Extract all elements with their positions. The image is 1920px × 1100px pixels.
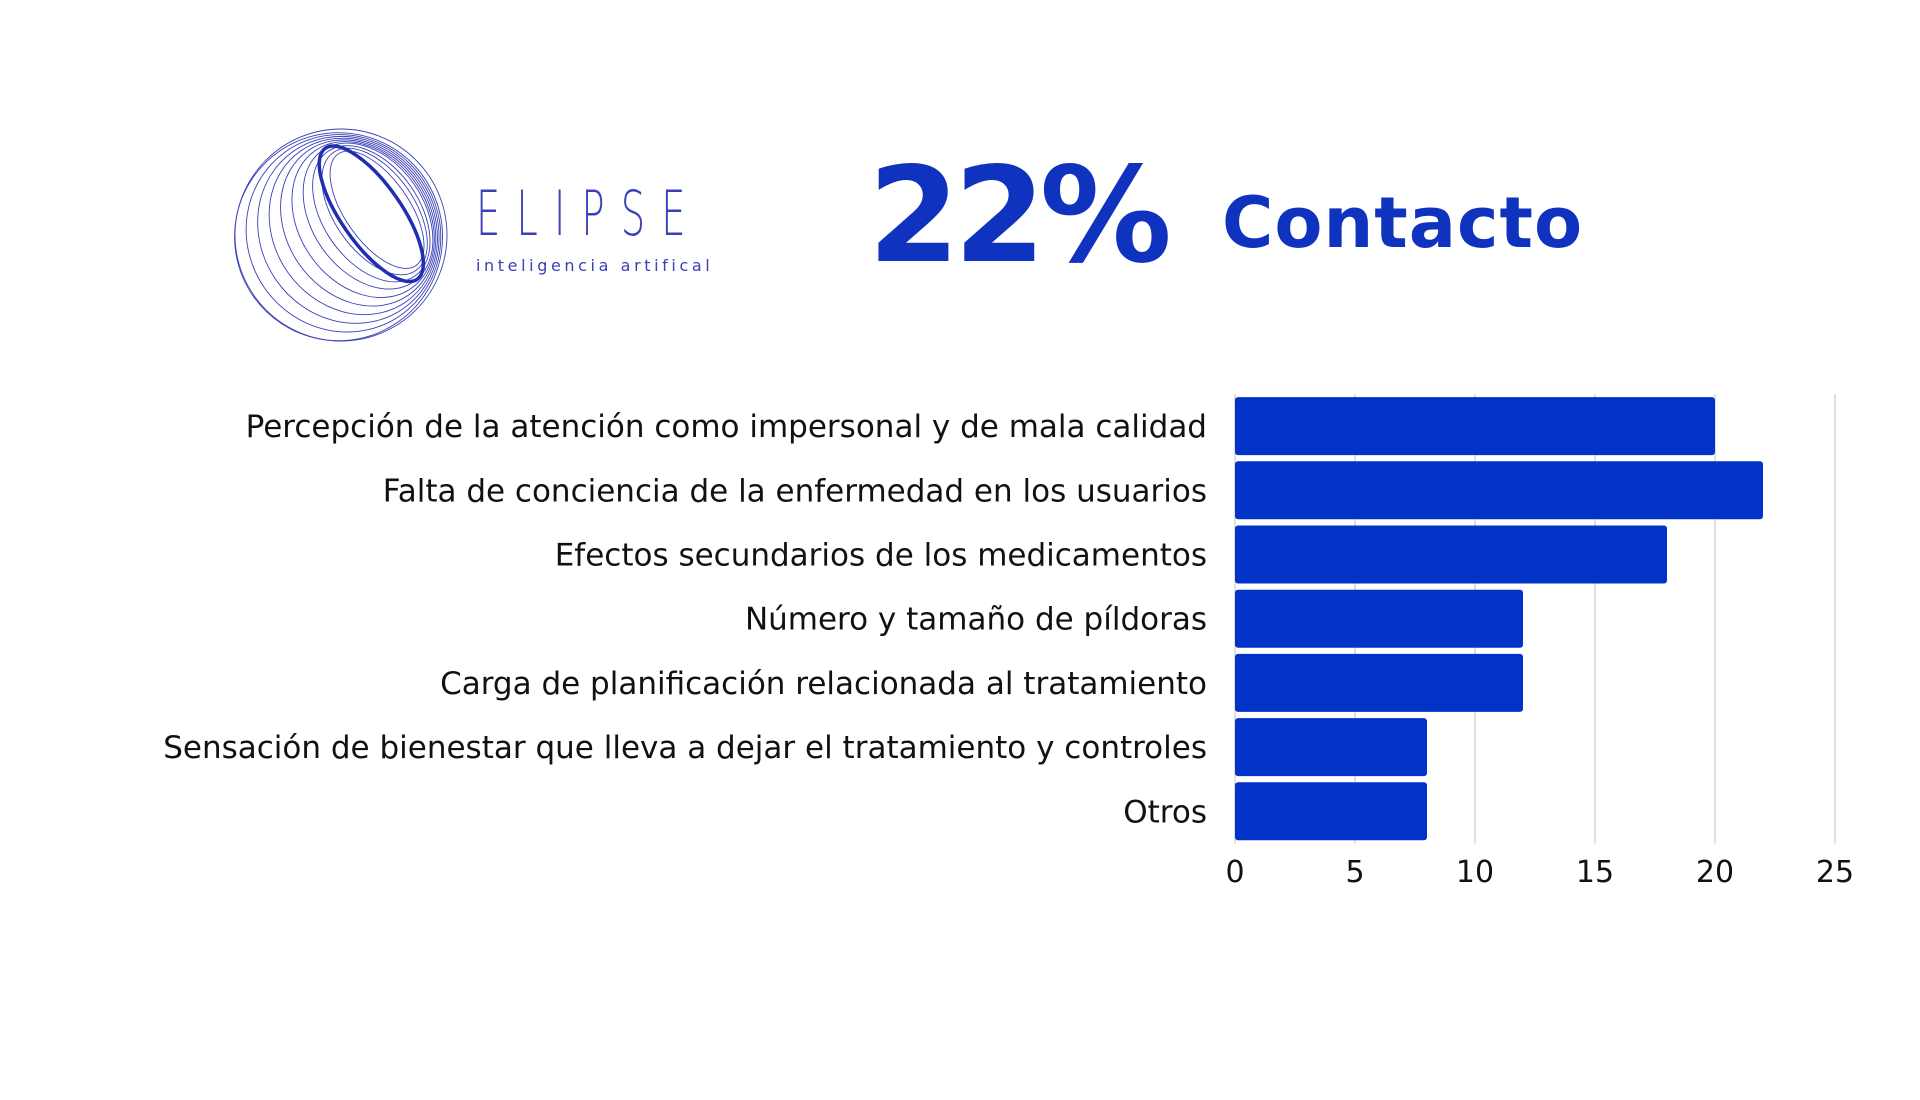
category-label-6: Sensación de bienestar que lleva a dejar…	[163, 730, 1207, 766]
category-label-3: Efectos secundarios de los medicamentos	[555, 538, 1207, 574]
category-label-7: Otros	[1123, 794, 1207, 830]
brand-tagline: inteligencia artifical	[476, 256, 714, 275]
ellipse-logo-icon	[234, 128, 448, 342]
bar-1	[1235, 397, 1715, 456]
brand-logo: ELIPSE inteligencia artifical	[228, 122, 748, 348]
category-label-2: Falta de conciencia de la enfermedad en …	[383, 473, 1207, 509]
bar-5	[1235, 653, 1523, 712]
category-label-5: Carga de planificación relacionada al tr…	[440, 666, 1207, 702]
chart-x-axis-ticks: 0 5 10 15 20 25	[1225, 855, 1854, 890]
chart-category-labels: Percepción de la atención como impersona…	[163, 409, 1207, 830]
x-tick-label: 0	[1225, 855, 1244, 890]
bar-7	[1235, 782, 1427, 841]
x-tick-label: 15	[1576, 855, 1614, 890]
category-label-1: Percepción de la atención como impersona…	[246, 409, 1207, 445]
bar-4	[1235, 589, 1523, 648]
bar-2	[1235, 461, 1763, 520]
bar-3	[1235, 525, 1667, 584]
bar-6	[1235, 718, 1427, 777]
category-label-4: Número y tamaño de píldoras	[745, 602, 1207, 638]
x-tick-label: 20	[1696, 855, 1734, 890]
x-tick-label: 25	[1816, 855, 1854, 890]
x-tick-label: 10	[1456, 855, 1494, 890]
brand-name: ELIPSE	[476, 177, 702, 250]
headline-percentage: 22%	[868, 139, 1172, 293]
chart-bars	[1235, 397, 1763, 841]
headline-label: Contacto	[1222, 182, 1584, 264]
x-tick-label: 5	[1345, 855, 1364, 890]
